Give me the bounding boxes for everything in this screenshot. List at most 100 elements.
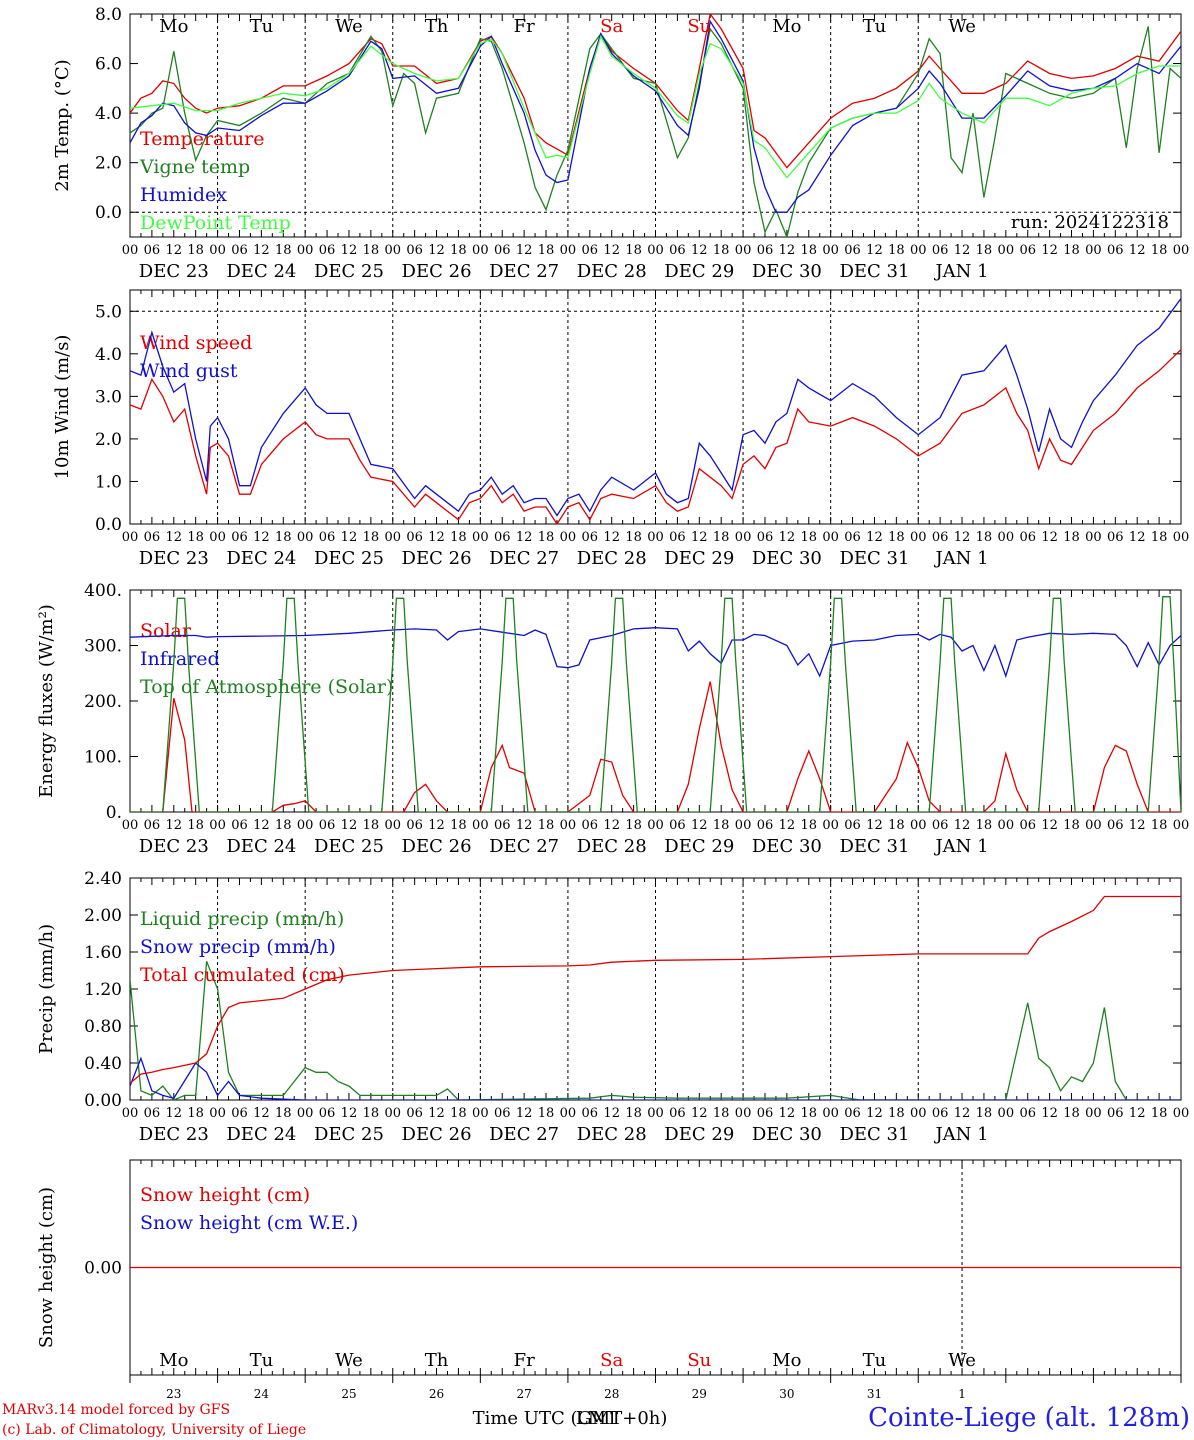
wind-hour-label: 06 <box>494 530 511 545</box>
weekday-label: We <box>948 16 976 37</box>
energy-series-top-of-atmosphere-solar- <box>130 596 1181 812</box>
precip-hour-label: 12 <box>1129 1106 1146 1121</box>
wind-hour-label: 12 <box>691 530 708 545</box>
snow-weekday-label: Fr <box>514 1350 535 1371</box>
precip-date-label: JAN 1 <box>933 1124 988 1145</box>
energy-hour-label: 06 <box>669 818 686 833</box>
snow-weekday-label: Tu <box>250 1350 274 1371</box>
precip-hour-label: 06 <box>144 1106 161 1121</box>
energy-hour-label: 06 <box>1107 818 1124 833</box>
energy-date-label: DEC 30 <box>752 836 822 857</box>
wind-hour-label: 00 <box>122 530 139 545</box>
snow-weekday-label: We <box>335 1350 363 1371</box>
wind-hour-label: 00 <box>910 530 927 545</box>
snow-legend-entry: Snow height (cm) <box>140 1184 310 1206</box>
precip-hour-label: 12 <box>866 1106 883 1121</box>
energy-date-label: DEC 26 <box>402 836 472 857</box>
energy-hour-label: 12 <box>1041 818 1058 833</box>
precip-y-tick-label: 2.40 <box>84 869 122 889</box>
temperature-hour-label: 18 <box>450 243 467 258</box>
precip-hour-label: 00 <box>1085 1106 1102 1121</box>
energy-hour-label: 18 <box>1063 818 1080 833</box>
temperature-y-tick-label: 0.0 <box>95 203 122 223</box>
snow-day-number: 28 <box>604 1387 619 1401</box>
temperature-hour-label: 00 <box>910 243 927 258</box>
temperature-hour-label: 00 <box>735 243 752 258</box>
precip-date-label: DEC 27 <box>489 1124 559 1145</box>
wind-hour-label: 18 <box>450 530 467 545</box>
temperature-date-label: JAN 1 <box>933 261 988 282</box>
precip-hour-label: 00 <box>647 1106 664 1121</box>
panel-temperature: 8.0 6.0 4.0 2.0 0.0 2m Temp. (°C) Temperature V… <box>52 5 1189 282</box>
wind-date-label: DEC 31 <box>839 548 909 569</box>
temperature-hour-label: 00 <box>1173 243 1190 258</box>
snow-day-number: 30 <box>779 1387 794 1401</box>
energy-hour-label: 18 <box>363 818 380 833</box>
weekday-label: Sa <box>600 16 623 37</box>
temperature-hour-label: 12 <box>341 243 358 258</box>
wind-hour-label: 00 <box>647 530 664 545</box>
energy-hour-label: 06 <box>494 818 511 833</box>
precip-hour-label: 12 <box>691 1106 708 1121</box>
energy-y-tick-label: 100. <box>84 748 122 768</box>
energy-date-label: DEC 28 <box>577 836 647 857</box>
temperature-hour-label: 00 <box>647 243 664 258</box>
wind-date-label: DEC 24 <box>226 548 296 569</box>
precip-hour-label: 00 <box>384 1106 401 1121</box>
wind-hour-label: 12 <box>253 530 270 545</box>
wind-hour-label: 00 <box>822 530 839 545</box>
precip-date-label: DEC 26 <box>402 1124 472 1145</box>
energy-hour-label: 12 <box>954 818 971 833</box>
credit-line-1: MARv3.14 model forced by GFS <box>2 1402 230 1418</box>
precip-date-label: DEC 24 <box>226 1124 296 1145</box>
temperature-hour-label: 18 <box>363 243 380 258</box>
temperature-hour-label: 06 <box>582 243 599 258</box>
snow-weekday-label: Th <box>425 1350 449 1371</box>
precip-date-label: DEC 30 <box>752 1124 822 1145</box>
wind-hour-label: 00 <box>384 530 401 545</box>
snow-day-number: 23 <box>166 1387 181 1401</box>
temperature-hour-label: 12 <box>428 243 445 258</box>
wind-hour-label: 12 <box>428 530 445 545</box>
temperature-hour-label: 06 <box>1107 243 1124 258</box>
snow-day-number: 31 <box>867 1387 882 1401</box>
precip-y-tick-label: 2.00 <box>84 906 122 926</box>
temperature-y-tick-label: 8.0 <box>95 5 122 25</box>
energy-hour-label: 12 <box>166 818 183 833</box>
energy-legend-entry: Top of Atmosphere (Solar) <box>140 676 393 698</box>
precip-hour-label: 00 <box>998 1106 1015 1121</box>
wind-hour-label: 06 <box>1019 530 1036 545</box>
temperature-date-label: DEC 26 <box>402 261 472 282</box>
wind-hour-label: 06 <box>231 530 248 545</box>
precip-y-tick-label: 0.80 <box>84 1017 122 1037</box>
precip-legend-entry: Liquid precip (mm/h) <box>140 908 344 930</box>
snow-day-number: 29 <box>692 1387 707 1401</box>
precip-hour-label: 06 <box>669 1106 686 1121</box>
weekday-label: Fr <box>514 16 535 37</box>
temperature-hour-label: 06 <box>231 243 248 258</box>
temperature-date-label: DEC 31 <box>839 261 909 282</box>
energy-hour-label: 12 <box>779 818 796 833</box>
energy-hour-label: 18 <box>1151 818 1168 833</box>
energy-hour-label: 00 <box>560 818 577 833</box>
precip-hour-label: 06 <box>1019 1106 1036 1121</box>
wind-legend-entry: Wind gust <box>140 360 238 382</box>
temperature-hour-label: 06 <box>494 243 511 258</box>
wind-legend-entry: Wind speed <box>140 332 252 354</box>
energy-hour-label: 12 <box>428 818 445 833</box>
wind-date-label: DEC 23 <box>139 548 209 569</box>
wind-series-wind-gust <box>130 298 1181 517</box>
precip-hour-label: 12 <box>516 1106 533 1121</box>
panel-snow: 0.00 Snow height (cm) Snow height (cm) Snow… <box>36 1159 1182 1401</box>
energy-y-tick-label: 400. <box>84 581 122 601</box>
temperature-hour-label: 18 <box>187 243 204 258</box>
temperature-hour-label: 12 <box>516 243 533 258</box>
precip-hour-label: 12 <box>341 1106 358 1121</box>
temperature-hour-label: 18 <box>976 243 993 258</box>
precip-hour-label: 12 <box>166 1106 183 1121</box>
energy-hour-label: 00 <box>998 818 1015 833</box>
precip-hour-label: 18 <box>538 1106 555 1121</box>
energy-hour-label: 00 <box>122 818 139 833</box>
wind-hour-label: 00 <box>1173 530 1190 545</box>
temperature-hour-label: 12 <box>253 243 270 258</box>
